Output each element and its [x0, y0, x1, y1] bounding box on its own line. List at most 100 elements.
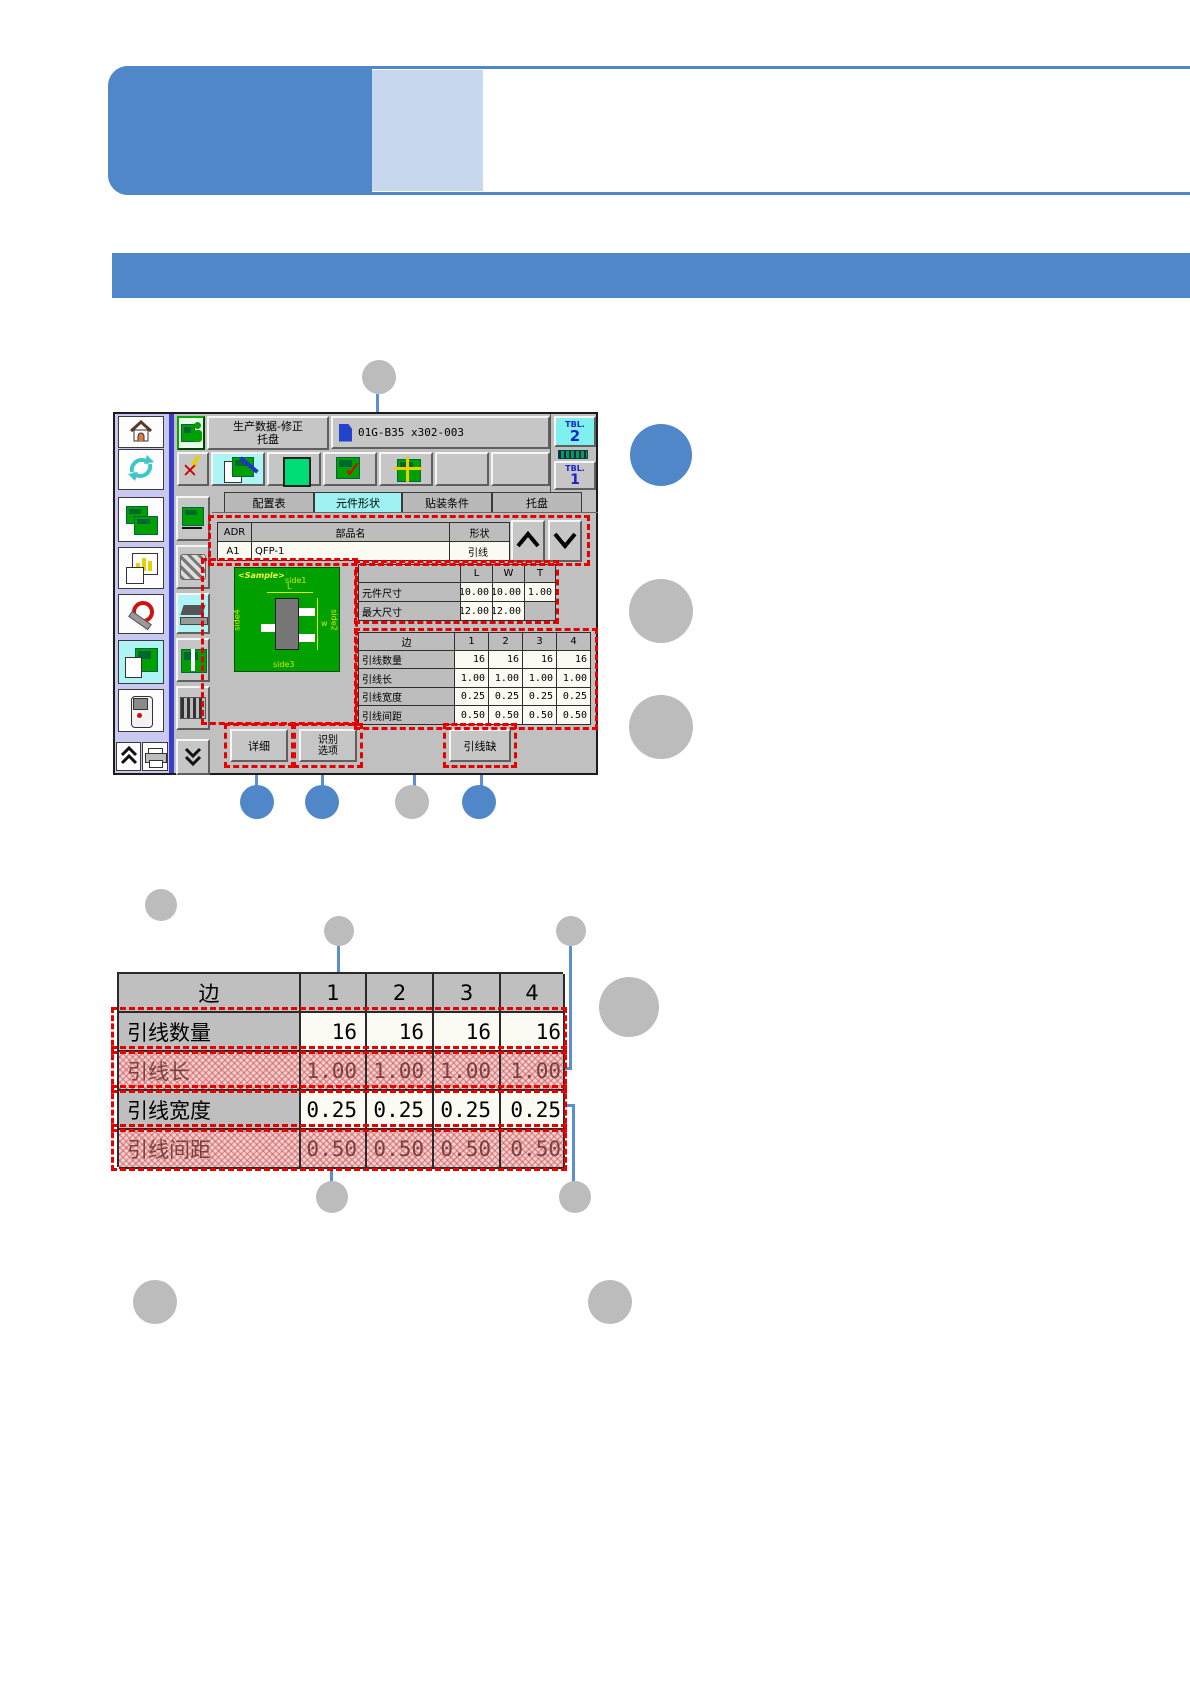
chapter-number-block [108, 66, 372, 195]
table-1-selector[interactable]: TBL. 1 [554, 461, 596, 490]
board-transfer-button[interactable] [379, 452, 433, 486]
toolbar-empty-button-1[interactable] [435, 452, 489, 486]
callout-detail-button [240, 785, 274, 819]
lead-row-label: 引线长 [359, 669, 455, 688]
dim-cell[interactable]: 12.00 [493, 602, 525, 621]
lead-cell[interactable]: 1.00 [455, 669, 489, 688]
lead-cell[interactable]: 0.25 [455, 688, 489, 706]
part-next-button[interactable] [548, 520, 582, 562]
lead-cell[interactable]: 16 [489, 651, 523, 669]
lead-cell[interactable]: 0.50 [455, 706, 489, 725]
sidebar-print-button[interactable] [142, 742, 168, 771]
lead-cell[interactable]: 0.25 [557, 688, 591, 706]
lead-cell[interactable]: 0.25 [489, 688, 523, 706]
callout-lead-width-row [559, 1181, 591, 1213]
z-cell[interactable]: 16 [301, 1013, 367, 1052]
tab-layout-table[interactable]: 配置表 [224, 492, 314, 513]
toolbar-empty-button-2[interactable] [491, 452, 550, 486]
table-2-selector[interactable]: TBL. 2 [554, 416, 596, 447]
operator-board-icon [181, 422, 202, 444]
mode-button[interactable] [177, 416, 205, 450]
z-cell[interactable]: 0.25 [501, 1091, 565, 1130]
lead-cell[interactable]: 0.50 [489, 706, 523, 725]
lead-cell[interactable]: 0.25 [523, 688, 557, 706]
dim-corner [359, 565, 461, 583]
detail-button[interactable]: 详细 [230, 729, 288, 762]
table-1-value: 1 [570, 472, 580, 488]
tab-label: 元件形状 [336, 496, 380, 510]
z-cell[interactable]: 0.50 [434, 1130, 501, 1169]
z-cell[interactable]: 0.50 [367, 1130, 434, 1169]
dim-cell[interactable]: 10.00 [493, 583, 525, 602]
dim-cell[interactable]: 10.00 [461, 583, 493, 602]
tool-board-split-button[interactable] [176, 638, 210, 682]
z-col-1: 1 [301, 974, 367, 1013]
brush-pins-icon [180, 554, 206, 580]
program-file-box: 01G-B35 x302-003 [331, 416, 550, 449]
data-check-button[interactable]: ✓ [323, 452, 377, 486]
callout-note-right [588, 1280, 632, 1324]
lead-missing-button[interactable]: 引线缺 [449, 729, 511, 762]
tool-scroll-down-button[interactable] [176, 739, 210, 775]
recognition-options-button[interactable]: 识别 选项 [299, 729, 357, 762]
z-cell[interactable]: 1.00 [501, 1052, 565, 1091]
callout-dimension-area [629, 579, 693, 643]
sidebar-home-button[interactable] [118, 416, 164, 448]
z-cell[interactable]: 16 [434, 1013, 501, 1052]
callout-lead-pitch-row [316, 1181, 348, 1213]
part-adr[interactable]: A1 [218, 542, 252, 561]
dim-cell[interactable]: 1.00 [525, 583, 556, 602]
part-name[interactable]: QFP-1 [252, 542, 450, 561]
part-prev-button[interactable] [511, 520, 545, 562]
lead-cell[interactable]: 1.00 [557, 669, 591, 688]
z-cell[interactable]: 1.00 [301, 1052, 367, 1091]
tab-tray[interactable]: 托盘 [492, 492, 582, 513]
screen-view-button[interactable] [267, 452, 321, 487]
lead-col-3: 3 [523, 633, 557, 651]
dim-label-l: L [287, 582, 292, 591]
z-cell[interactable]: 16 [501, 1013, 565, 1052]
tool-board-dimensions-button[interactable] [176, 496, 210, 541]
sidebar-maintenance-button[interactable] [118, 594, 164, 634]
tab-mount-conditions[interactable]: 贴装条件 [402, 492, 492, 513]
dim-cell[interactable]: 12.00 [461, 602, 493, 621]
dim-row-label: 元件尺寸 [359, 583, 461, 602]
z-cell[interactable]: 1.00 [367, 1052, 434, 1091]
tool-component-shape-button[interactable] [176, 593, 210, 634]
z-cell[interactable]: 1.00 [434, 1052, 501, 1091]
lead-cell[interactable]: 0.50 [557, 706, 591, 725]
z-cell[interactable]: 0.25 [301, 1091, 367, 1130]
z-cell[interactable]: 0.50 [301, 1130, 367, 1169]
lead-missing-button-label: 引线缺 [463, 739, 497, 753]
lead-cell[interactable]: 0.50 [523, 706, 557, 725]
edit-data-button-selected[interactable] [211, 452, 265, 486]
sidebar-data-edit-button[interactable] [118, 640, 164, 684]
document-board-icon [125, 647, 158, 678]
transport-off-button[interactable]: ✕ [177, 452, 209, 486]
z-cell[interactable]: 0.25 [434, 1091, 501, 1130]
sidebar-board-data-button[interactable] [118, 497, 164, 542]
lead-cell[interactable]: 1.00 [489, 669, 523, 688]
sidebar-changeover-button[interactable] [118, 449, 164, 490]
tool-pickup-button[interactable] [176, 545, 210, 589]
callout-zoom-section [145, 889, 177, 921]
callout-recognition-button [305, 785, 339, 819]
lead-cell[interactable]: 16 [523, 651, 557, 669]
sidebar-report-button[interactable] [118, 547, 164, 589]
part-shape[interactable]: 引线 [450, 542, 510, 561]
z-cell[interactable]: 16 [367, 1013, 434, 1052]
chevron-double-down-icon [183, 745, 203, 770]
lead-cell[interactable]: 16 [455, 651, 489, 669]
z-cell[interactable]: 0.50 [501, 1130, 565, 1169]
tool-pins-button[interactable] [176, 686, 210, 730]
z-cell[interactable]: 0.25 [367, 1091, 434, 1130]
z-row-label: 引线宽度 [119, 1091, 301, 1130]
sidebar-scroll-up-button[interactable] [116, 742, 141, 771]
lead-cell[interactable]: 1.00 [523, 669, 557, 688]
callout-note-left [133, 1280, 177, 1324]
sample-caption: <Sample> [238, 571, 285, 580]
sidebar-machine-button[interactable] [118, 689, 164, 732]
lead-cell[interactable]: 16 [557, 651, 591, 669]
sample-side3-label: side3 [273, 660, 295, 669]
tab-component-shape[interactable]: 元件形状 [314, 492, 402, 513]
